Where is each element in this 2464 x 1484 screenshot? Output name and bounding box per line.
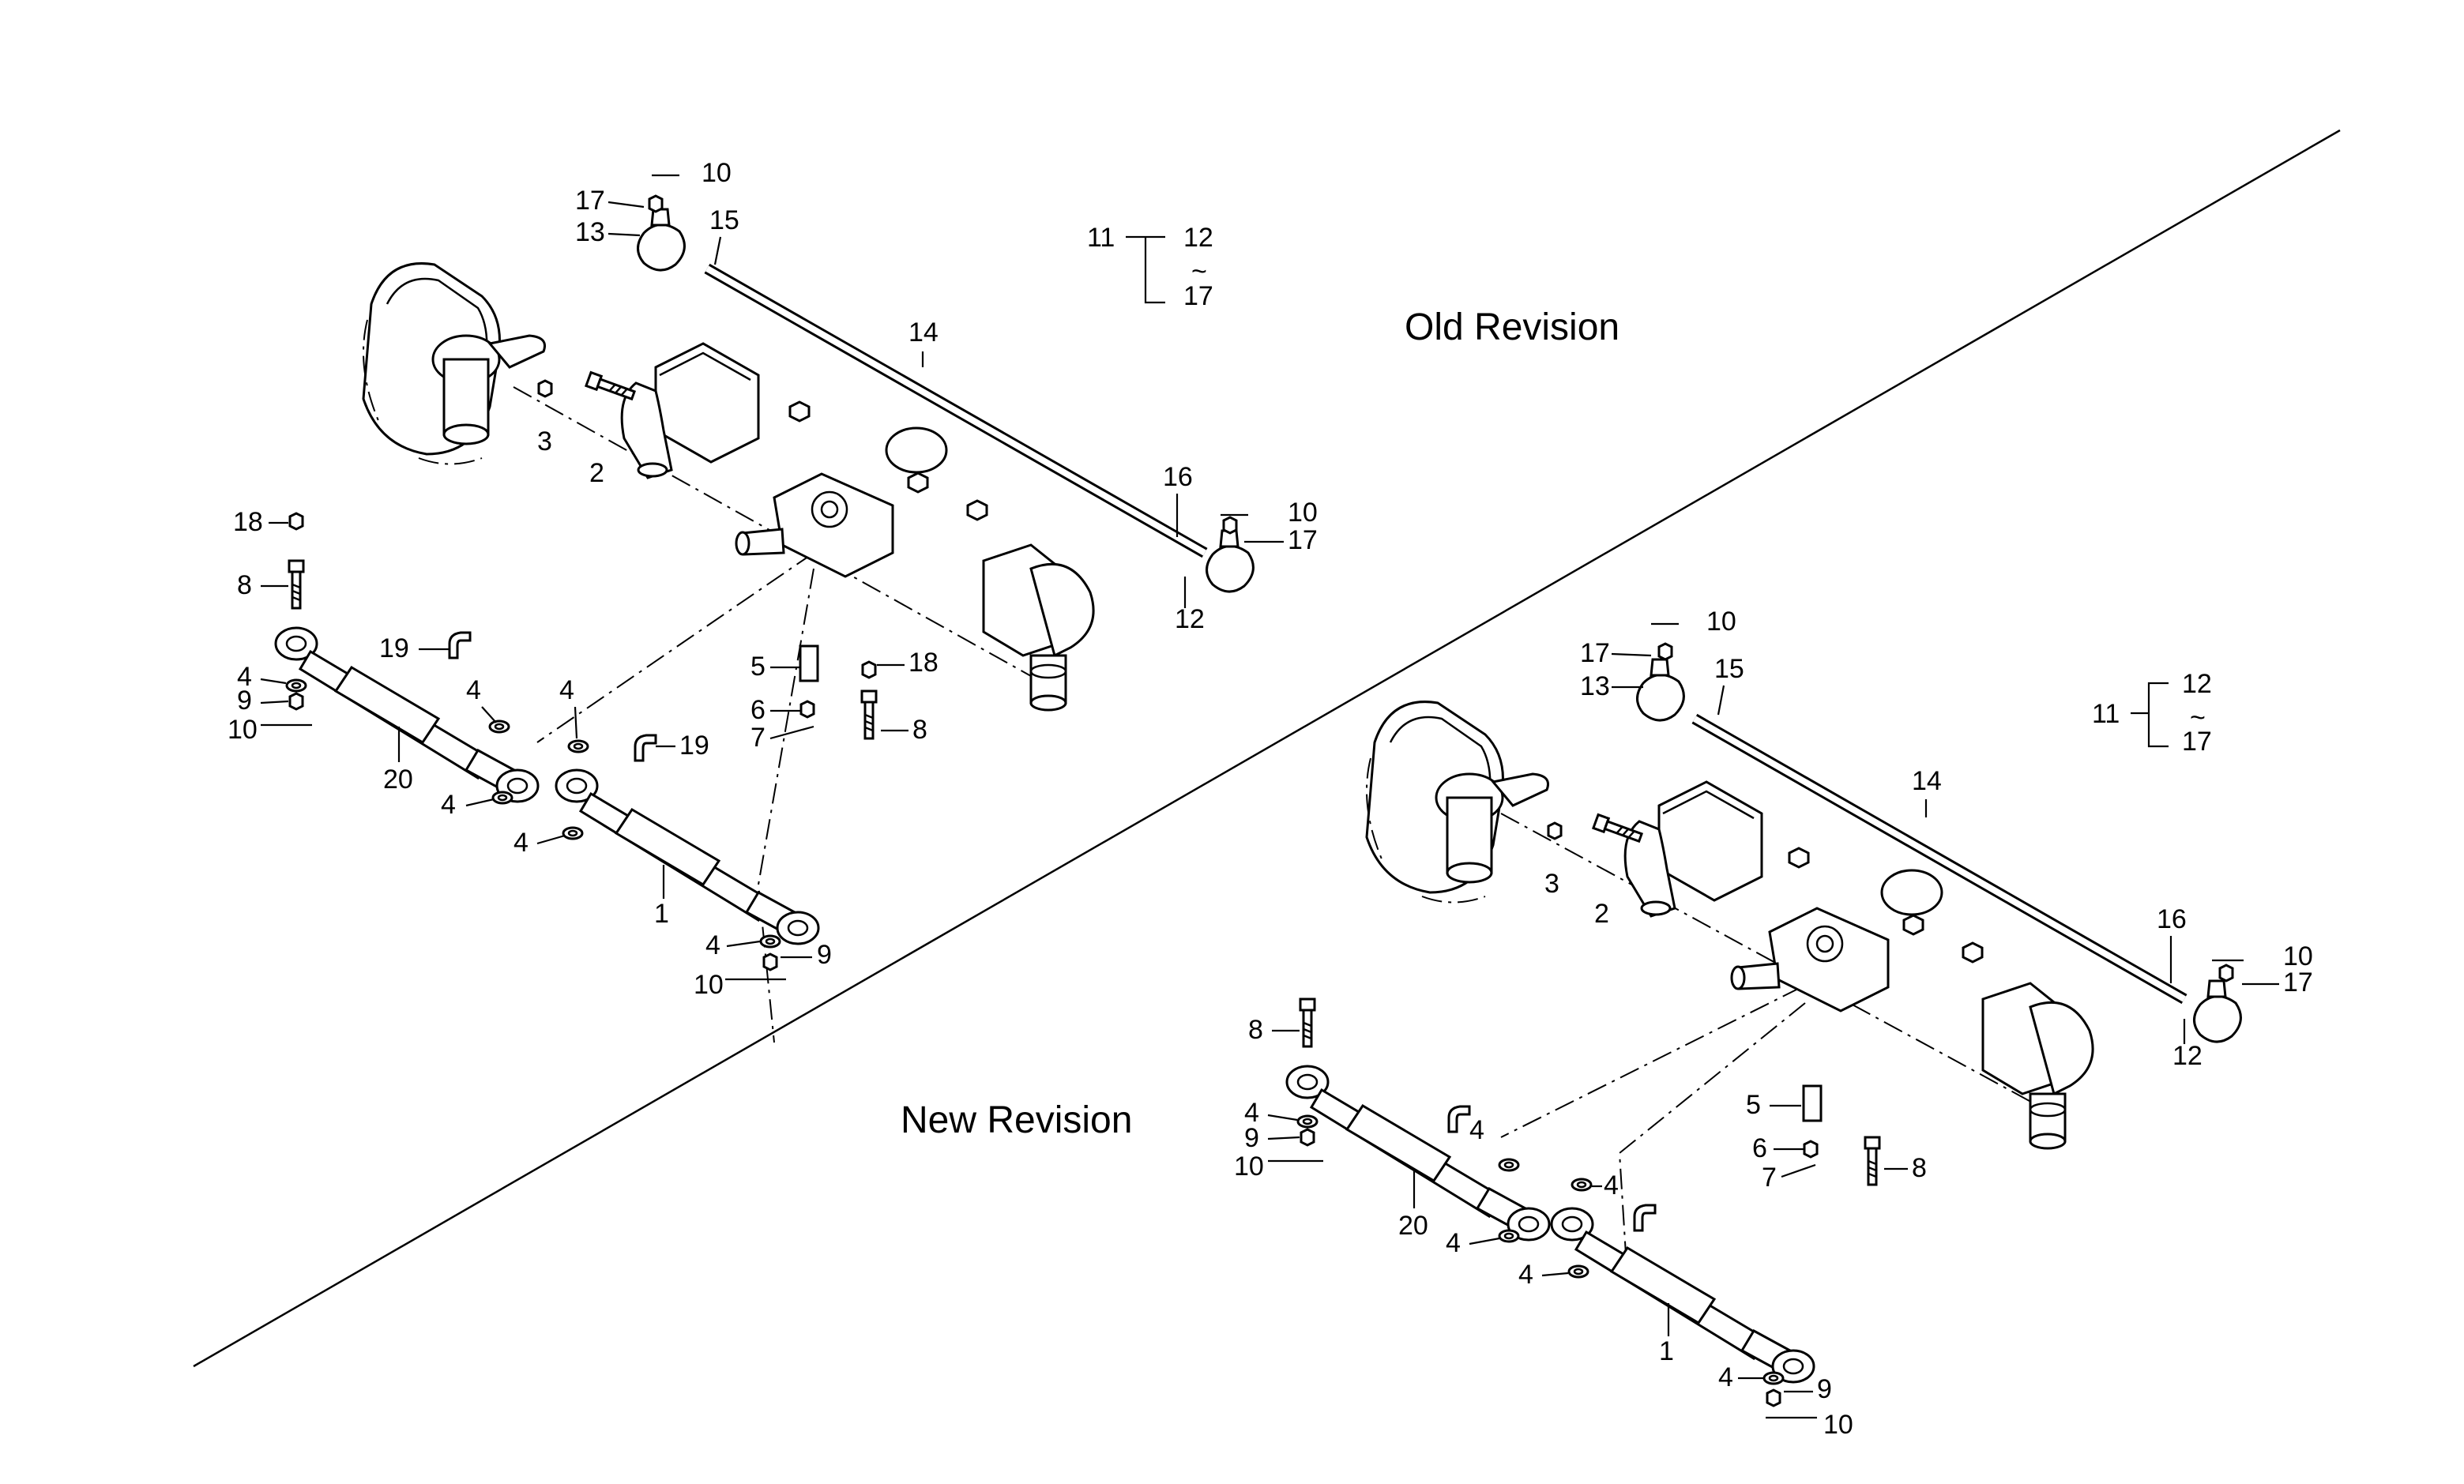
revision-divider	[193, 129, 2341, 1368]
callout-5: 5	[750, 652, 766, 682]
callout-17: 17	[575, 186, 605, 216]
callout-10: 10	[1823, 1410, 1853, 1440]
callout-4: 4	[1718, 1362, 1733, 1392]
callout-8: 8	[912, 715, 927, 745]
callout-15: 15	[1714, 654, 1744, 684]
callout-1: 1	[654, 899, 669, 929]
callout-10: 10	[702, 158, 732, 188]
callout-18: 18	[908, 648, 939, 678]
callout-9: 9	[817, 940, 832, 970]
callout-8: 8	[1912, 1153, 1927, 1183]
callout-4: 4	[513, 828, 529, 858]
callout-11: 11	[1087, 223, 1115, 253]
callout-9: 9	[1244, 1123, 1259, 1153]
callout-17-group: 17	[1183, 281, 1213, 311]
callout-3: 3	[537, 426, 552, 456]
callout-4: 4	[237, 662, 252, 692]
callout-5: 5	[1746, 1090, 1761, 1120]
callout-6: 6	[1752, 1133, 1767, 1163]
callout-10: 10	[2283, 941, 2313, 971]
callout-12: 12	[1175, 604, 1205, 634]
callout-2: 2	[589, 458, 604, 488]
callout-4: 4	[466, 675, 481, 705]
callout-12: 12	[2172, 1041, 2203, 1071]
callout-14: 14	[1912, 766, 1942, 796]
callout-12-group: 12	[1183, 223, 1213, 253]
callout-13: 13	[575, 217, 605, 247]
callout-10: 10	[694, 970, 724, 1000]
callout-7: 7	[750, 723, 766, 753]
callout-4: 4	[441, 790, 456, 820]
callout-4: 4	[1446, 1228, 1461, 1258]
callout-8: 8	[237, 570, 252, 600]
callout-10: 10	[1234, 1152, 1264, 1182]
callout-17: 17	[2283, 967, 2313, 997]
callout-20: 20	[1398, 1211, 1428, 1241]
callout-7: 7	[1762, 1163, 1777, 1193]
callout-16: 16	[1163, 462, 1193, 492]
callout-12-group: 12	[2182, 669, 2212, 699]
callout-10: 10	[228, 715, 258, 745]
callout-15: 15	[709, 205, 739, 235]
callout-8: 8	[1248, 1015, 1263, 1045]
callout-17: 17	[1288, 525, 1318, 555]
callout-17-group: 17	[2182, 727, 2212, 757]
callout-16: 16	[2157, 904, 2187, 934]
callout-13: 13	[1580, 671, 1610, 701]
callout-1: 1	[1659, 1336, 1674, 1366]
callout-4: 4	[1518, 1260, 1533, 1290]
callout-tilde: ~	[1191, 257, 1207, 287]
callout-14: 14	[908, 317, 939, 348]
callout-20: 20	[383, 765, 413, 795]
callout-4: 4	[1604, 1170, 1619, 1200]
callout-3: 3	[1544, 869, 1559, 899]
callout-6: 6	[750, 695, 766, 725]
callout-19: 19	[679, 731, 709, 761]
callout-18: 18	[233, 507, 263, 537]
new-revision-assembly: 10 17 13 15 11 12 ~ 17 14 16 10 17 12 3 …	[1234, 607, 2313, 1440]
callout-17: 17	[1580, 638, 1610, 668]
old-revision-title: Old Revision	[1405, 306, 1619, 348]
callout-10: 10	[1706, 607, 1736, 637]
callout-2: 2	[1594, 899, 1609, 929]
callout-tilde: ~	[2190, 703, 2206, 733]
callout-4: 4	[705, 930, 720, 960]
old-revision-assembly: 10 17 13 15 11 12 ~ 17 14 16 10 17 12 3 …	[228, 158, 1318, 1043]
callout-4: 4	[559, 675, 574, 705]
callout-4: 4	[1469, 1115, 1484, 1145]
callout-4: 4	[1244, 1098, 1259, 1128]
new-revision-title: New Revision	[901, 1099, 1132, 1141]
callout-9: 9	[1817, 1374, 1832, 1404]
callout-19: 19	[379, 633, 409, 663]
callout-10: 10	[1288, 498, 1318, 528]
callout-9: 9	[237, 686, 252, 716]
callout-11: 11	[2092, 699, 2120, 729]
